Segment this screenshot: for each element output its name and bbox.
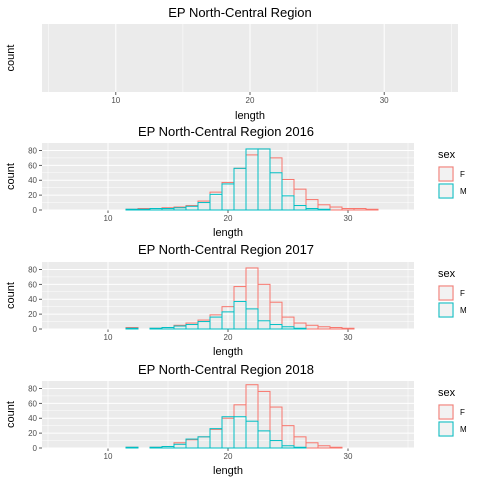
x-axis-title: length [235, 110, 265, 122]
y-tick-label: 40 [28, 414, 37, 423]
y-tick-label: 20 [28, 191, 37, 200]
bar-M-13 [137, 208, 151, 211]
legend-label-F: F [460, 289, 465, 298]
x-tick-label: 20 [224, 452, 233, 461]
x-tick-label: 30 [344, 452, 353, 461]
y-tick-label: 0 [33, 444, 38, 453]
bar-F-32 [365, 208, 379, 211]
x-tick-label: 10 [104, 214, 113, 223]
bar-M-14 [149, 446, 163, 449]
chart-title: EP North-Central Region 2016 [138, 124, 314, 139]
bar-M-26 [293, 446, 307, 449]
x-tick-label: 10 [104, 452, 113, 461]
bar-M-26 [293, 205, 307, 211]
y-axis-title: count [5, 401, 17, 428]
legend: sex FM [438, 149, 467, 199]
y-tick-label: 60 [28, 399, 37, 408]
y-tick-label: 40 [28, 295, 37, 304]
bar-M-25 [281, 195, 295, 211]
y-tick-label: 20 [28, 429, 37, 438]
y-tick-label: 20 [28, 310, 37, 319]
legend-key-F [438, 166, 454, 182]
legend-label-F: F [460, 170, 465, 179]
legend-key-bg [438, 421, 454, 437]
bar-M-24 [269, 172, 283, 211]
bar-M-12 [125, 446, 139, 449]
legend-label-M: M [460, 306, 467, 315]
legend-label-M: M [460, 187, 467, 196]
y-tick-label: 0 [33, 325, 38, 334]
bar-M-12 [125, 327, 139, 330]
x-axis-title: length [213, 227, 243, 239]
bar-M-24 [269, 440, 283, 449]
y-axis-title: count [5, 163, 17, 190]
bar-M-14 [149, 327, 163, 330]
legend-key-bg [438, 404, 454, 420]
y-tick-label: 80 [28, 384, 37, 393]
x-tick-label: 10 [104, 333, 113, 342]
legend-label-F: F [460, 408, 465, 417]
x-tick-label: 30 [344, 333, 353, 342]
legend-label-M: M [460, 425, 467, 434]
legend-key-bg [438, 166, 454, 182]
y-tick-label: 60 [28, 280, 37, 289]
chart-panel-2: EP North-Central Region 2017 10 20 30 0 20 40 6… [5, 242, 467, 358]
y-axis-title: count [5, 45, 17, 72]
chart-panel-1: EP North-Central Region 2016 10 20 30 0 20 40 6… [5, 124, 467, 239]
legend: sex FM [438, 387, 467, 437]
legend-key-M [438, 421, 454, 437]
bar-M-12 [125, 208, 139, 211]
x-tick-label: 10 [111, 96, 120, 105]
bar-M-28 [317, 208, 331, 211]
chart-title: EP North-Central Region 2017 [138, 242, 314, 257]
y-axis-title: count [5, 282, 17, 309]
chart-panel-3: EP North-Central Region 2018 10 20 30 0 20 40 6… [5, 362, 467, 477]
legend-key-M [438, 302, 454, 318]
legend-title: sex [438, 387, 456, 399]
y-tick-label: 60 [28, 161, 37, 170]
legend-key-M [438, 183, 454, 199]
x-tick-label: 30 [380, 96, 389, 105]
legend-key-bg [438, 183, 454, 199]
x-axis-title: length [213, 346, 243, 358]
x-tick-label: 20 [224, 214, 233, 223]
y-tick-label: 80 [28, 146, 37, 155]
legend-title: sex [438, 149, 456, 161]
x-tick-label: 20 [224, 333, 233, 342]
legend-key-F [438, 404, 454, 420]
y-tick-label: 80 [28, 265, 37, 274]
chart-panel-0: EP North-Central Region 10 20 30 length count [5, 5, 458, 122]
y-tick-label: 40 [28, 176, 37, 185]
x-axis-title: length [213, 465, 243, 477]
x-tick-label: 30 [344, 214, 353, 223]
bar-M-22 [245, 308, 259, 330]
bar-M-26 [293, 327, 307, 330]
bar-F-30 [341, 327, 355, 330]
chart-title: EP North-Central Region 2018 [138, 362, 314, 377]
legend-title: sex [438, 268, 456, 280]
bar-M-23 [257, 430, 271, 449]
chart-title: EP North-Central Region [168, 5, 312, 20]
bar-F-29 [329, 446, 343, 449]
x-tick-label: 20 [246, 96, 255, 105]
y-tick-label: 0 [33, 206, 38, 215]
legend-key-bg [438, 302, 454, 318]
legend-key-bg [438, 285, 454, 301]
legend: sex FM [438, 268, 467, 318]
legend-key-F [438, 285, 454, 301]
